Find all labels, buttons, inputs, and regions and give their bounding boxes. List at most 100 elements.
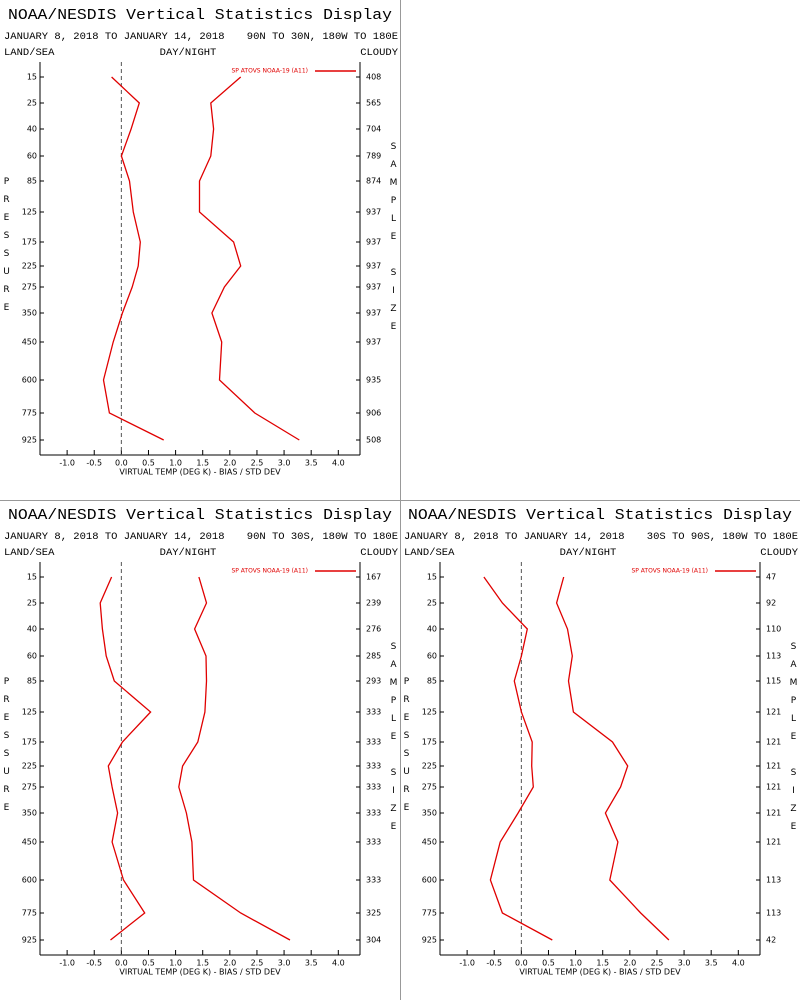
- y-tick-label: 350: [22, 309, 37, 318]
- y-tick-label: 350: [422, 809, 437, 818]
- land-sea-label: LAND/SEA: [404, 547, 455, 559]
- cloudy-label: CLOUDY: [760, 547, 799, 559]
- y-tick-label: 600: [22, 376, 37, 385]
- x-tick-label: 4.0: [732, 959, 745, 968]
- x-tick-label: 1.0: [169, 959, 182, 968]
- sample-size-label: 704: [366, 125, 381, 134]
- y-tick-label: 15: [27, 73, 37, 82]
- legend-label: SP ATOVS NOAA-19 (A11): [231, 68, 308, 75]
- land-sea-label: LAND/SEA: [4, 47, 55, 59]
- y-tick-label: 450: [22, 838, 37, 847]
- sample-size-label: 333: [366, 809, 381, 818]
- sample-size-label: 113: [766, 909, 781, 918]
- legend-label: SP ATOVS NOAA-19 (A11): [231, 568, 308, 575]
- y-tick-label: 85: [27, 177, 37, 186]
- sample-size-label: 293: [366, 677, 381, 686]
- x-tick-label: 1.0: [569, 959, 582, 968]
- sample-size-label: 42: [766, 936, 776, 945]
- x-tick-label: 2.5: [651, 959, 664, 968]
- x-tick-label: 2.0: [223, 459, 236, 468]
- cloudy-label: CLOUDY: [360, 47, 399, 59]
- sample-size-label: 115: [766, 677, 781, 686]
- y-tick-label: 40: [27, 125, 37, 134]
- y-tick-label: 225: [22, 262, 37, 271]
- land-sea-label: LAND/SEA: [4, 547, 55, 559]
- x-tick-label: 3.0: [278, 959, 291, 968]
- chart-panel: NOAA/NESDIS Vertical Statistics Display J…: [2, 7, 399, 477]
- y-tick-label: 600: [22, 876, 37, 885]
- x-tick-label: 0.5: [142, 459, 155, 468]
- x-tick-label: 1.0: [169, 459, 182, 468]
- sample-size-label: 937: [366, 283, 381, 292]
- bias-line: [99, 576, 152, 941]
- y-tick-label: 775: [22, 409, 37, 418]
- y-tick-label: 175: [22, 738, 37, 747]
- chart-panel: NOAA/NESDIS Vertical Statistics Display J…: [2, 507, 399, 977]
- sample-size-label: 276: [366, 625, 381, 634]
- y-axis-title: PRESSURE: [2, 677, 12, 821]
- sample-size-label: 47: [766, 573, 776, 582]
- x-tick-label: 2.0: [223, 959, 236, 968]
- y-tick-label: 175: [422, 738, 437, 747]
- sample-size-label: 333: [366, 738, 381, 747]
- x-tick-label: 1.5: [196, 959, 209, 968]
- x-tick-label: 0.0: [115, 959, 128, 968]
- y-tick-label: 40: [27, 625, 37, 634]
- y-tick-label: 225: [422, 762, 437, 771]
- bias-line: [102, 76, 164, 441]
- sample-size-label: 508: [366, 436, 381, 445]
- region: 90N TO 30N, 180W TO 180E: [247, 31, 398, 43]
- std-dev-line: [178, 576, 291, 941]
- chart-title: NOAA/NESDIS Vertical Statistics Display: [8, 7, 392, 24]
- y-tick-label: 25: [27, 99, 37, 108]
- sample-size-label: 937: [366, 338, 381, 347]
- sample-size-label: 906: [366, 409, 381, 418]
- x-tick-label: 3.0: [278, 459, 291, 468]
- y-tick-label: 275: [422, 783, 437, 792]
- y2-axis-title: SAMPLE SIZE: [789, 642, 799, 840]
- bias-line: [483, 576, 553, 941]
- sample-size-label: 113: [766, 652, 781, 661]
- y-tick-label: 775: [22, 909, 37, 918]
- x-tick-label: 4.0: [332, 959, 345, 968]
- x-tick-label: -0.5: [486, 959, 502, 968]
- x-tick-label: 3.5: [705, 959, 718, 968]
- y-tick-label: 25: [427, 599, 437, 608]
- y-tick-label: 350: [22, 809, 37, 818]
- y-tick-label: 60: [427, 652, 437, 661]
- x-tick-label: 3.0: [678, 959, 691, 968]
- sample-size-label: 304: [366, 936, 381, 945]
- y-tick-label: 60: [27, 152, 37, 161]
- sample-size-label: 92: [766, 599, 776, 608]
- sample-size-label: 285: [366, 652, 381, 661]
- sample-size-label: 333: [366, 708, 381, 717]
- y2-axis-title: SAMPLE SIZE: [389, 642, 399, 840]
- x-tick-label: 1.5: [596, 959, 609, 968]
- sample-size-label: 565: [366, 99, 381, 108]
- x-tick-label: 0.0: [115, 459, 128, 468]
- x-axis-title: VIRTUAL TEMP (DEG K) - BIAS / STD DEV: [119, 468, 281, 477]
- sample-size-label: 937: [366, 238, 381, 247]
- y-tick-label: 25: [27, 599, 37, 608]
- y-tick-label: 60: [27, 652, 37, 661]
- day-night-label: DAY/NIGHT: [160, 547, 217, 559]
- region: 90N TO 30S, 180W TO 180E: [247, 531, 398, 543]
- y2-axis-title: SAMPLE SIZE: [389, 142, 399, 340]
- sample-size-label: 121: [766, 783, 781, 792]
- y-tick-label: 125: [22, 708, 37, 717]
- x-tick-label: 3.5: [305, 459, 318, 468]
- sample-size-label: 113: [766, 876, 781, 885]
- x-tick-label: 1.5: [196, 459, 209, 468]
- x-tick-label: 2.5: [251, 959, 264, 968]
- y-tick-label: 925: [422, 936, 437, 945]
- y-tick-label: 775: [422, 909, 437, 918]
- y-tick-label: 125: [422, 708, 437, 717]
- day-night-label: DAY/NIGHT: [560, 547, 617, 559]
- x-axis-title: VIRTUAL TEMP (DEG K) - BIAS / STD DEV: [119, 968, 281, 977]
- std-dev-line: [198, 76, 300, 441]
- y-tick-label: 275: [22, 283, 37, 292]
- date-range: JANUARY 8, 2018 TO JANUARY 14, 2018: [4, 531, 225, 543]
- x-tick-label: -1.0: [459, 959, 475, 968]
